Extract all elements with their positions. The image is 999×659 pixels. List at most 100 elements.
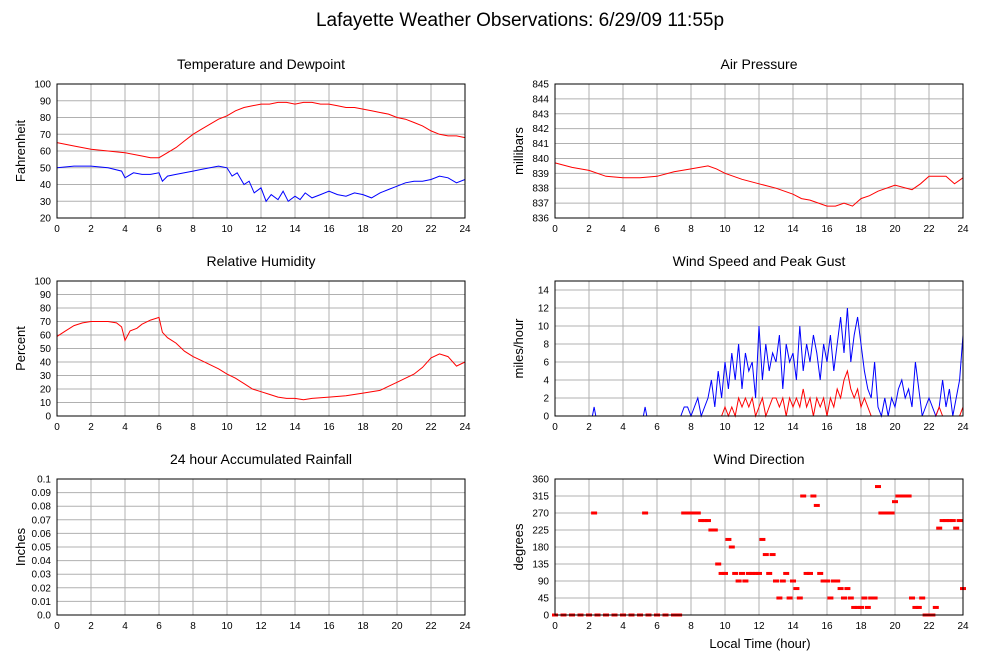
- series-line-0: [56, 101, 466, 159]
- x-tick-label: 0: [552, 224, 558, 235]
- y-tick-label: 100: [34, 80, 51, 91]
- scatter-point: [830, 579, 837, 583]
- x-tick-label: 4: [620, 422, 626, 433]
- scatter-point: [949, 519, 956, 523]
- x-tick-label: 6: [156, 224, 162, 235]
- scatter-point: [776, 596, 783, 600]
- scatter-point: [871, 596, 878, 600]
- scatter-point: [756, 571, 762, 575]
- y-axis-label: millibars: [511, 127, 526, 175]
- y-axis-label: Percent: [13, 326, 28, 371]
- scatter-point: [946, 519, 953, 523]
- scatter-point: [752, 571, 759, 575]
- y-tick-label: 0.05: [32, 543, 52, 554]
- y-axis-label: Fahrenheit: [13, 120, 28, 183]
- scatter-point: [698, 519, 705, 523]
- y-tick-label: 0.08: [32, 502, 52, 513]
- series-line-1: [555, 369, 964, 418]
- x-tick-label: 8: [190, 422, 196, 433]
- y-tick-label: 180: [532, 543, 549, 554]
- plot-frame: [56, 83, 466, 219]
- x-tick-label: 18: [855, 621, 867, 632]
- scatter-point: [790, 579, 796, 583]
- y-tick-label: 45: [538, 594, 550, 605]
- x-tick-label: 22: [923, 621, 935, 632]
- x-tick-label: 4: [122, 422, 128, 433]
- y-tick-label: 225: [532, 526, 549, 537]
- y-tick-label: 30: [40, 197, 52, 208]
- y-tick-label: 14: [538, 286, 550, 297]
- x-tick-label: 0: [552, 621, 558, 632]
- y-tick-label: 0.02: [32, 583, 52, 594]
- y-tick-label: 70: [40, 317, 52, 328]
- y-tick-label: 80: [40, 304, 52, 315]
- x-tick-label: 2: [88, 224, 94, 235]
- y-axis-label: miles/hour: [511, 318, 526, 379]
- scatter-point: [739, 571, 745, 575]
- x-tick-label: 22: [425, 621, 437, 632]
- scatter-point: [701, 519, 708, 523]
- scatter-point: [813, 503, 820, 507]
- x-tick-label: 4: [620, 621, 626, 632]
- scatter-point: [878, 511, 885, 515]
- y-tick-label: 8: [543, 340, 549, 351]
- x-tick-label: 12: [753, 224, 765, 235]
- x-tick-label: 10: [719, 422, 731, 433]
- scatter-point: [881, 511, 888, 515]
- series-line-0: [56, 316, 466, 401]
- scatter-point: [591, 511, 598, 515]
- plot-frame: [56, 280, 466, 417]
- scatter-point: [769, 553, 776, 557]
- y-tick-label: 0.07: [32, 515, 52, 526]
- x-tick-label: 20: [889, 422, 901, 433]
- scatter-point: [885, 511, 892, 515]
- y-tick-label: 360: [532, 475, 549, 486]
- scatter-point: [861, 596, 868, 600]
- scatter-point: [827, 596, 834, 600]
- y-tick-label: 30: [40, 371, 52, 382]
- x-tick-label: 0: [54, 621, 60, 632]
- x-tick-label: 0: [54, 224, 60, 235]
- x-tick-label: 14: [787, 422, 799, 433]
- x-tick-label: 8: [688, 621, 694, 632]
- x-tick-label: 18: [357, 621, 369, 632]
- x-tick-label: 2: [586, 621, 592, 632]
- x-tick-label: 12: [753, 621, 765, 632]
- y-tick-label: 50: [40, 163, 52, 174]
- x-tick-label: 14: [289, 621, 301, 632]
- y-tick-label: 0.09: [32, 488, 52, 499]
- y-tick-label: 90: [40, 290, 52, 301]
- x-tick-label: 16: [323, 422, 335, 433]
- scatter-point: [919, 596, 926, 600]
- scatter-point: [895, 494, 902, 498]
- x-tick-label: 18: [855, 224, 867, 235]
- y-tick-label: 60: [40, 331, 52, 342]
- scatter-point: [732, 571, 739, 575]
- x-tick-label: 24: [957, 224, 969, 235]
- y-tick-label: 837: [532, 199, 549, 210]
- y-tick-label: 6: [543, 358, 549, 369]
- x-tick-label: 14: [787, 224, 799, 235]
- x-tick-label: 10: [221, 621, 233, 632]
- y-tick-label: 100: [34, 277, 51, 288]
- chart-title: Wind Direction: [713, 451, 804, 467]
- x-tick-label: 18: [357, 422, 369, 433]
- y-tick-label: 0.04: [32, 556, 52, 567]
- y-tick-label: 2: [543, 394, 549, 405]
- scatter-point: [762, 553, 769, 557]
- x-tick-label: 6: [156, 422, 162, 433]
- scatter-point: [875, 485, 881, 489]
- x-tick-label: 4: [122, 621, 128, 632]
- scatter-point: [892, 500, 898, 504]
- y-tick-label: 0: [45, 412, 51, 423]
- x-tick-label: 24: [459, 422, 471, 433]
- x-tick-label: 10: [719, 621, 731, 632]
- chart-title: Air Pressure: [720, 56, 797, 72]
- y-tick-label: 20: [40, 214, 52, 225]
